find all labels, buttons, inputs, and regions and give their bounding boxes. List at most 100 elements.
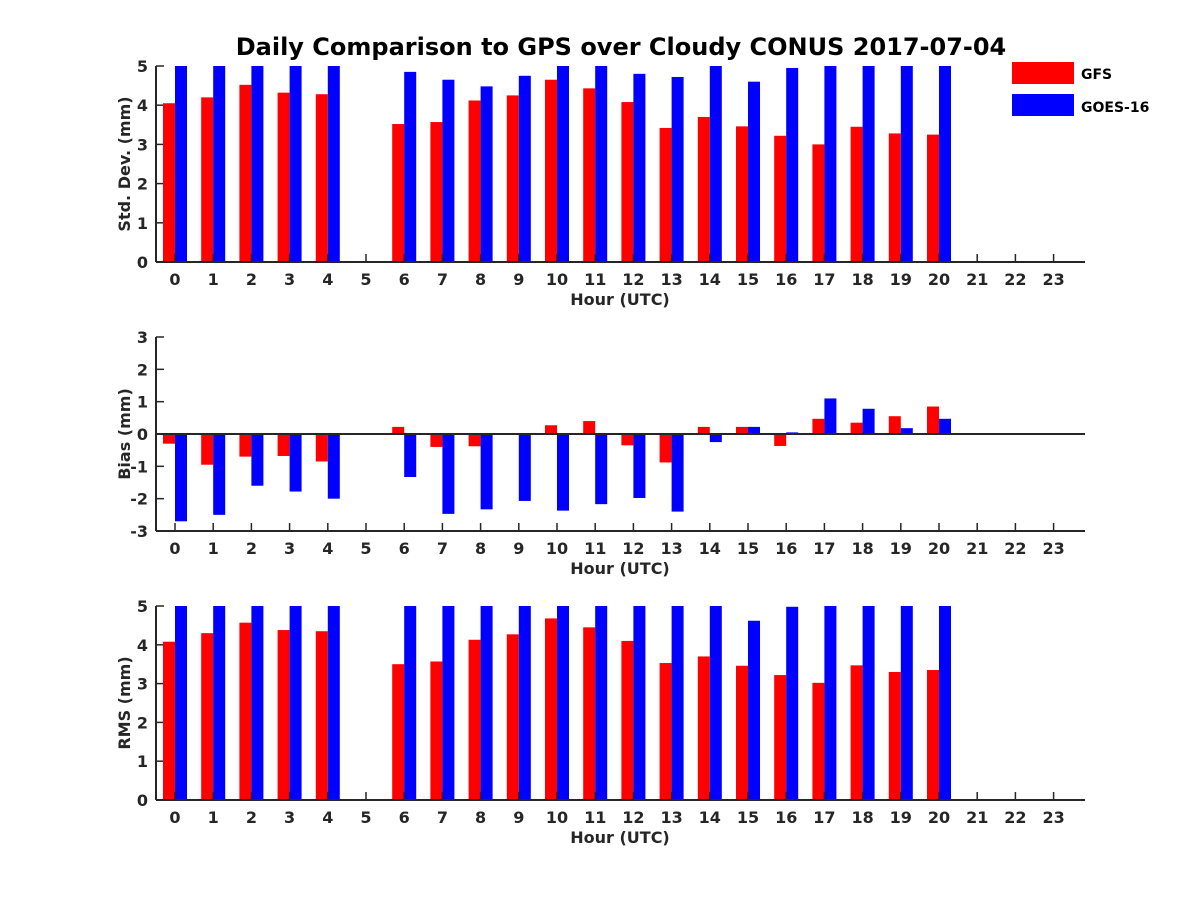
y-tick-label: 3 (137, 135, 148, 154)
bar-goes16-hour-20 (939, 418, 951, 434)
x-tick-label: 16 (775, 270, 797, 289)
y-tick-label: 5 (137, 597, 148, 616)
bar-goes16-hour-17 (824, 606, 837, 800)
x-tick-label: 18 (851, 270, 873, 289)
bar-goes16-hour-11 (595, 66, 608, 262)
x-axis-label: Hour (UTC) (570, 559, 670, 578)
bar-goes16-hour-7 (442, 79, 455, 262)
bar-goes16-hour-16 (786, 67, 799, 263)
bar-goes16-hour-19 (900, 66, 913, 262)
y-tick-label: 0 (137, 791, 148, 810)
x-tick-label: 15 (737, 539, 759, 558)
bar-goes16-hour-11 (595, 434, 608, 505)
bar-goes16-hour-14 (709, 606, 722, 800)
bar-gfs-hour-0 (163, 641, 175, 800)
x-tick-label: 20 (928, 808, 950, 827)
x-tick-label: 4 (322, 539, 333, 558)
x-tick-label: 10 (546, 270, 568, 289)
bar-goes16-hour-13 (671, 606, 684, 800)
y-tick-label: 0 (137, 425, 148, 444)
bar-goes16-hour-3 (289, 434, 302, 492)
x-tick-label: 19 (890, 539, 912, 558)
bar-goes16-hour-18 (862, 408, 875, 434)
x-tick-label: 10 (546, 539, 568, 558)
x-tick-label: 15 (737, 808, 759, 827)
x-tick-label: 9 (513, 270, 524, 289)
x-tick-label: 10 (546, 808, 568, 827)
bar-gfs-hour-11 (583, 421, 596, 434)
bar-goes16-hour-10 (557, 606, 569, 800)
bar-gfs-hour-20 (927, 406, 939, 434)
chart-title: Daily Comparison to GPS over Cloudy CONU… (236, 33, 1007, 61)
bar-gfs-hour-2 (239, 84, 252, 262)
bar-gfs-hour-11 (583, 88, 596, 263)
bar-gfs-hour-6 (392, 124, 405, 263)
bar-goes16-hour-6 (404, 71, 417, 262)
bar-gfs-hour-16 (774, 675, 787, 800)
bar-gfs-hour-10 (545, 425, 557, 434)
x-tick-label: 12 (622, 539, 644, 558)
bar-gfs-hour-14 (697, 656, 710, 800)
bar-goes16-hour-12 (633, 73, 646, 262)
x-tick-label: 13 (660, 539, 682, 558)
x-tick-label: 0 (169, 808, 180, 827)
bar-gfs-hour-12 (621, 102, 634, 263)
bar-gfs-hour-9 (506, 95, 519, 263)
x-tick-label: 1 (208, 808, 219, 827)
legend-label-goes16: GOES-16 (1081, 100, 1149, 116)
bar-goes16-hour-6 (404, 434, 417, 478)
bar-gfs-hour-14 (697, 426, 710, 434)
x-tick-label: 20 (928, 539, 950, 558)
bar-gfs-hour-17 (812, 682, 825, 800)
x-tick-label: 8 (475, 270, 486, 289)
x-tick-label: 4 (322, 808, 333, 827)
bar-goes16-hour-8 (480, 86, 493, 262)
x-axis-label: Hour (UTC) (570, 290, 670, 309)
x-tick-label: 17 (813, 808, 835, 827)
legend-swatch-goes16 (1012, 94, 1074, 116)
bar-gfs-hour-18 (850, 665, 863, 800)
bar-gfs-hour-14 (697, 116, 710, 263)
x-tick-label: 21 (966, 270, 988, 289)
x-tick-label: 11 (584, 808, 606, 827)
bar-gfs-hour-15 (736, 665, 748, 800)
x-tick-label: 13 (660, 270, 682, 289)
bar-gfs-hour-20 (927, 134, 939, 262)
x-tick-label: 2 (246, 270, 257, 289)
bar-goes16-hour-0 (175, 434, 187, 522)
x-tick-label: 1 (208, 539, 219, 558)
bar-goes16-hour-9 (518, 75, 531, 262)
x-tick-label: 18 (851, 539, 873, 558)
x-tick-label: 3 (284, 539, 295, 558)
x-tick-label: 11 (584, 270, 606, 289)
bar-goes16-hour-0 (175, 66, 187, 262)
x-axis-label: Hour (UTC) (570, 828, 670, 847)
bar-goes16-hour-1 (213, 606, 226, 800)
y-axis-label: RMS (mm) (115, 656, 134, 749)
bar-gfs-hour-0 (163, 434, 175, 444)
x-tick-label: 1 (208, 270, 219, 289)
bar-gfs-hour-4 (315, 631, 328, 800)
bar-gfs-hour-3 (277, 434, 290, 456)
bar-goes16-hour-19 (900, 606, 913, 800)
bar-goes16-hour-2 (251, 606, 264, 800)
bar-gfs-hour-10 (545, 618, 557, 800)
x-tick-label: 17 (813, 539, 835, 558)
bar-goes16-hour-4 (327, 66, 340, 262)
bar-goes16-hour-18 (862, 606, 875, 800)
x-tick-label: 4 (322, 270, 333, 289)
x-tick-label: 16 (775, 808, 797, 827)
y-tick-label: -3 (130, 522, 148, 541)
bar-goes16-hour-13 (671, 434, 684, 512)
bar-goes16-hour-20 (939, 66, 951, 262)
x-tick-label: 12 (622, 808, 644, 827)
x-tick-label: 9 (513, 539, 524, 558)
bar-gfs-hour-1 (201, 633, 214, 800)
y-tick-label: 3 (137, 675, 148, 694)
x-tick-label: 7 (437, 808, 448, 827)
bar-goes16-hour-14 (709, 66, 722, 262)
bar-goes16-hour-1 (213, 66, 226, 262)
